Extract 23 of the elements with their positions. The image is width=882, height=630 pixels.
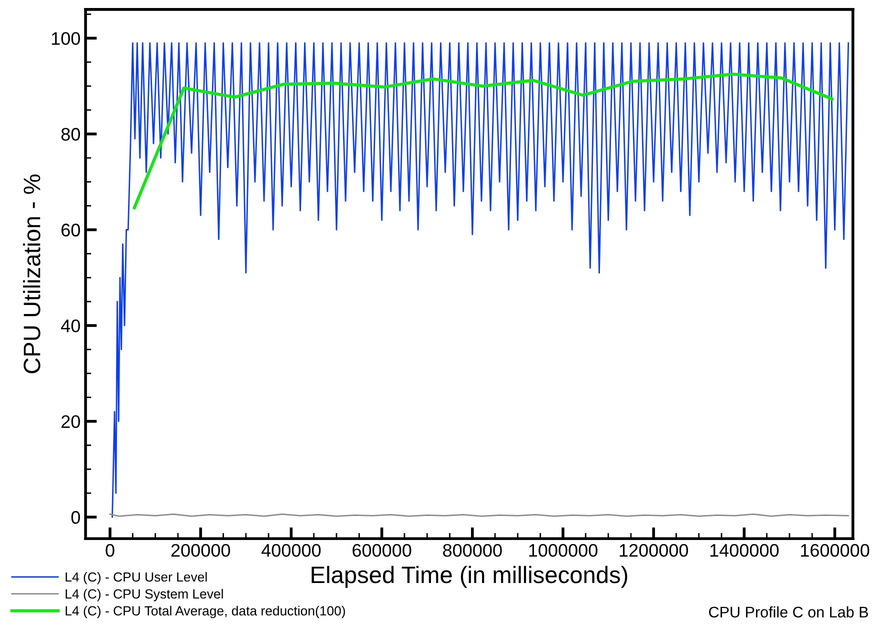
y-tick-label: 80 (61, 128, 80, 141)
y-tick-label: 60 (62, 224, 80, 236)
y-tick-label: 20 (62, 415, 80, 428)
y-tick-label: 0 (71, 511, 80, 524)
legend-label: L4 (C) - CPU Total Average, data reduction(100) (66, 606, 345, 618)
x-tick-label: 800000 (443, 544, 502, 557)
text: CPU Profile C on Lab B (709, 606, 868, 618)
line-series (132, 72, 834, 210)
y-tick-label: 100 (52, 32, 80, 45)
x-tick-label: 400000 (262, 544, 321, 557)
x-tick-label: 200000 (171, 544, 230, 557)
x-tick-label: 1200000 (620, 544, 688, 557)
x-tick-label: 1400000 (710, 544, 779, 557)
x-tick-label: 1600000 (801, 544, 870, 557)
x-tick-label: 1000000 (529, 544, 598, 557)
x-tick-label: 0 (106, 544, 114, 557)
y-axis-title: CPU Utilization - % (23, 174, 40, 374)
legend-label: L4 (C) - CPU User Level (66, 572, 207, 584)
x-axis-title: Elapsed Time (in milliseconds) (312, 566, 628, 588)
legend-label: L4 (C) - CPU System Level (66, 588, 223, 602)
x-tick-label: 600000 (352, 544, 412, 557)
y-tick-label: 40 (61, 319, 80, 332)
line-series (112, 42, 850, 518)
